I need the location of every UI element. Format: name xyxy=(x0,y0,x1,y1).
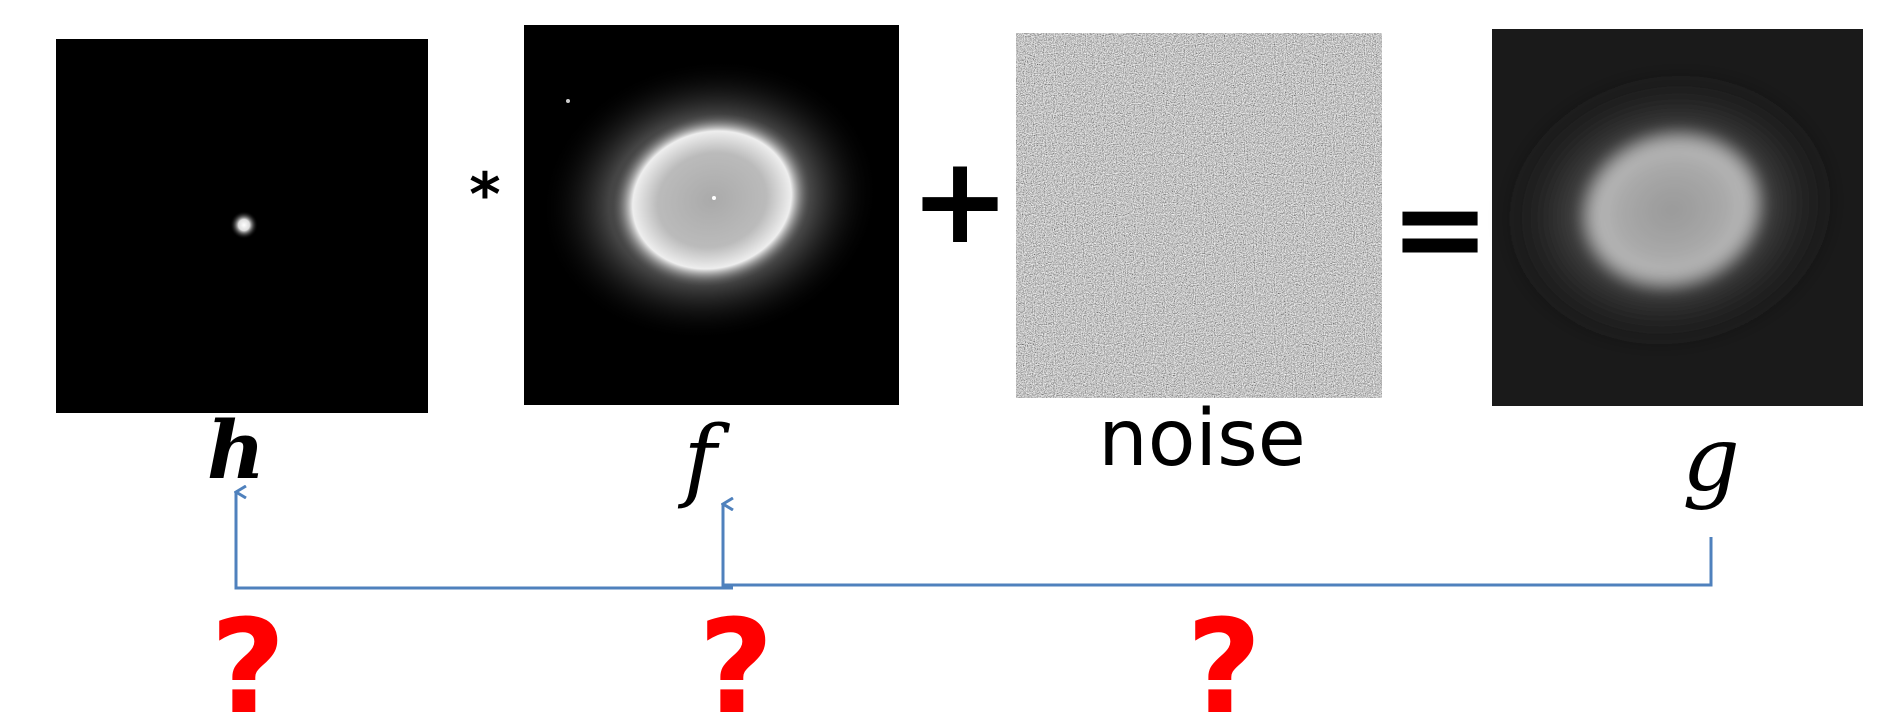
convolution-operator: * xyxy=(469,160,500,230)
connectors xyxy=(236,492,1711,588)
plus-operator: + xyxy=(910,132,1011,271)
label-f: f xyxy=(677,407,730,512)
psf-image xyxy=(56,39,428,413)
observed-image xyxy=(1478,29,1863,406)
equals-operator: = xyxy=(1390,160,1491,299)
label-g: g xyxy=(1682,407,1740,512)
nebula-image xyxy=(518,25,901,405)
label-noise: noise xyxy=(1098,394,1305,484)
unknown-mark: ? xyxy=(698,591,773,719)
unknown-mark: ? xyxy=(1186,591,1261,719)
label-h: h xyxy=(207,403,265,497)
noise-image xyxy=(1016,33,1382,398)
unknown-mark: ? xyxy=(210,591,285,719)
diagram: * + = h f noise g ? ? ? xyxy=(0,0,1891,719)
